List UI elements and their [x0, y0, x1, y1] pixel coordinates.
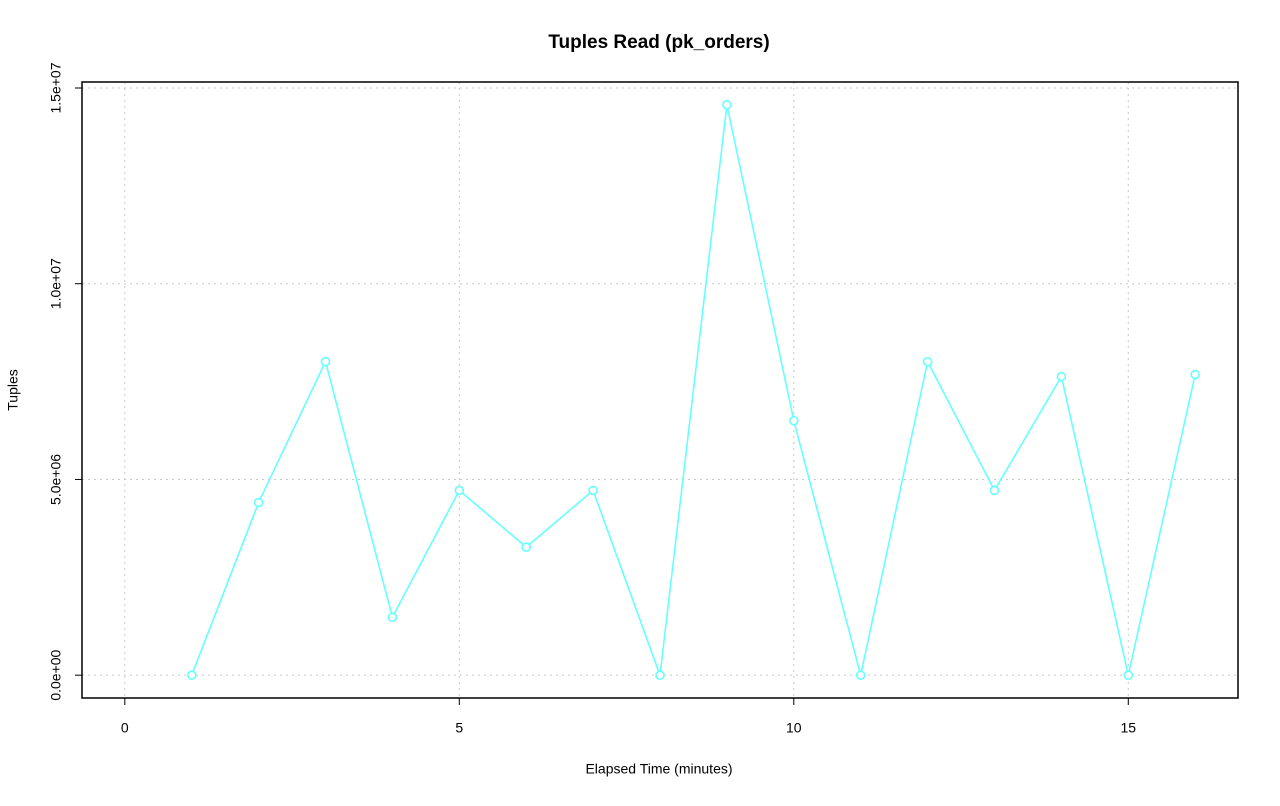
chart-title: Tuples Read (pk_orders): [548, 32, 769, 53]
data-point: [521, 542, 532, 552]
plot-frame: [81, 81, 1239, 699]
data-point: [1123, 670, 1134, 680]
x-axis-title: Elapsed Time (minutes): [585, 761, 732, 777]
x-tick-label: 10: [786, 720, 802, 736]
data-point: [320, 356, 331, 367]
data-point: [922, 356, 933, 367]
data-point: [722, 100, 732, 110]
y-axis-title: Tuples: [5, 369, 21, 411]
x-tick-label: 15: [1120, 720, 1136, 736]
y-tick-label: 5.0e+06: [48, 454, 64, 505]
data-point: [655, 670, 665, 680]
data-point: [788, 415, 799, 426]
data-point: [855, 670, 866, 680]
data-point: [387, 612, 398, 623]
y-tick-label: 1.0e+07: [48, 258, 64, 309]
data-point: [454, 485, 465, 496]
x-tick-label: 0: [121, 720, 129, 736]
data-point: [989, 485, 1000, 496]
y-tick-label: 0.0e+00: [48, 649, 64, 700]
x-tick-label: 5: [455, 720, 463, 736]
data-point: [588, 485, 598, 496]
data-point: [1190, 369, 1200, 380]
y-tick-label: 1.5e+07: [48, 62, 64, 113]
data-point: [253, 497, 264, 508]
data-line: [190, 104, 1196, 676]
data-point: [1056, 371, 1067, 382]
data-point: [186, 670, 197, 680]
